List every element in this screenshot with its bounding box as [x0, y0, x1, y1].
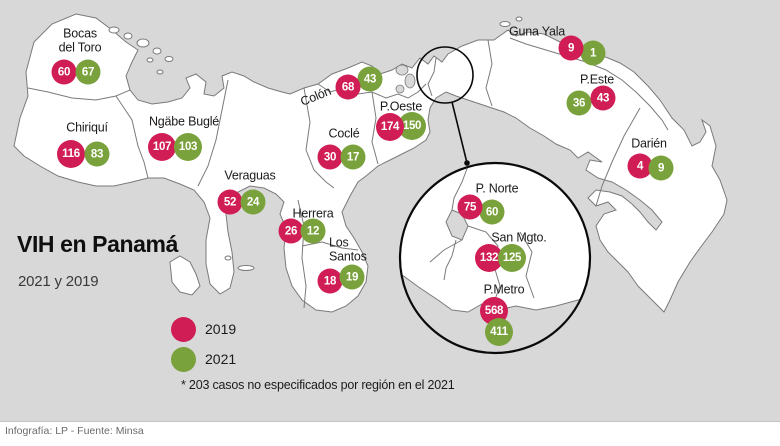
- legend-swatch-2021: [171, 346, 196, 372]
- badge-2019-peste: 43: [590, 85, 616, 111]
- region-label-lossantos: Los Santos: [329, 235, 367, 263]
- badge-2019-herrera: 26: [278, 218, 304, 244]
- badge-2021-chiriqui: 83: [84, 141, 110, 167]
- badge-2021-sanmgto: 125: [498, 244, 526, 272]
- region-label-pnorte: P. Norte: [475, 181, 519, 196]
- legend-row-2019: 2019: [171, 316, 236, 342]
- region-label-gunayala: Guna Yala: [508, 24, 566, 39]
- region-label-herrera: Herrera: [292, 206, 334, 221]
- legend-label-2019: 2019: [205, 321, 237, 337]
- badge-2019-bocas: 60: [51, 59, 77, 85]
- badge-2019-pnorte: 75: [457, 194, 483, 220]
- region-label-colon: Colón: [298, 83, 334, 109]
- badge-2019-veraguas: 52: [217, 189, 243, 215]
- leader-dot: [464, 160, 470, 166]
- legend-label-2021: 2021: [205, 351, 237, 367]
- badge-2019-poeste: 174: [376, 113, 404, 141]
- credits: Infografía: LP - Fuente: Minsa: [5, 425, 144, 437]
- magnifier-circle-ring: [398, 161, 592, 355]
- badge-2019-ngabe: 107: [148, 133, 176, 161]
- legend: 2019 2021: [171, 316, 236, 376]
- regions-layer: Bocas del Toro 60 67 Chiriquí 116 83 Ngäbe Bug…: [51, 24, 674, 346]
- magnifier-leader-line: [451, 101, 468, 164]
- legend-row-2021: 2021: [171, 346, 236, 372]
- badge-2021-herrera: 12: [300, 218, 326, 244]
- badge-2019-chiriqui: 116: [57, 140, 85, 168]
- region-label-veraguas: Veraguas: [224, 168, 276, 183]
- region-label-cocle: Coclé: [328, 126, 360, 141]
- badge-2021-pmetro: 411: [485, 318, 513, 346]
- region-label-poeste: P.Oeste: [379, 99, 423, 114]
- region-label-ngabe: Ngäbe Buglé: [148, 114, 220, 129]
- coiba-island: [169, 255, 201, 296]
- badge-2019-darien: 4: [627, 153, 653, 179]
- province-borders: [27, 37, 669, 309]
- page-subtitle: 2021 y 2019: [18, 273, 99, 290]
- map-area: Bocas del Toro 60 67 Chiriquí 116 83 Ngäbe Bug…: [0, 0, 780, 422]
- gatun-lake: [395, 64, 416, 94]
- region-label-pmetro: P.Metro: [483, 282, 525, 297]
- badge-2019-cocle: 30: [317, 144, 343, 170]
- badge-2021-veraguas: 24: [240, 189, 266, 215]
- badge-2021-pnorte: 60: [479, 199, 505, 225]
- footnote: * 203 casos no especificados por región …: [181, 378, 455, 392]
- region-label-sanmgto: San Mgto.: [491, 230, 547, 245]
- region-label-darien: Darién: [631, 136, 667, 151]
- badge-2021-bocas: 67: [75, 59, 101, 85]
- badge-2021-colon: 43: [357, 66, 383, 92]
- region-label-bocas: Bocas del Toro: [58, 26, 102, 54]
- region-label-chiriqui: Chiriquí: [66, 120, 108, 135]
- page-title: VIH en Panamá: [17, 231, 178, 257]
- region-label-peste: P.Este: [579, 72, 615, 87]
- badge-2021-cocle: 17: [340, 144, 366, 170]
- canal-zone-circle: [416, 46, 474, 104]
- badge-2019-colon: 68: [335, 74, 361, 100]
- legend-swatch-2019: [171, 316, 196, 342]
- badge-2021-gunayala: 1: [580, 40, 606, 66]
- badge-2019-lossantos: 18: [317, 268, 343, 294]
- badge-2021-lossantos: 19: [339, 264, 365, 290]
- badge-2021-ngabe: 103: [174, 133, 202, 161]
- badge-2021-peste: 36: [566, 90, 592, 116]
- islands: [108, 16, 523, 296]
- badge-2021-darien: 9: [648, 155, 674, 181]
- badge-2019-gunayala: 9: [558, 35, 584, 61]
